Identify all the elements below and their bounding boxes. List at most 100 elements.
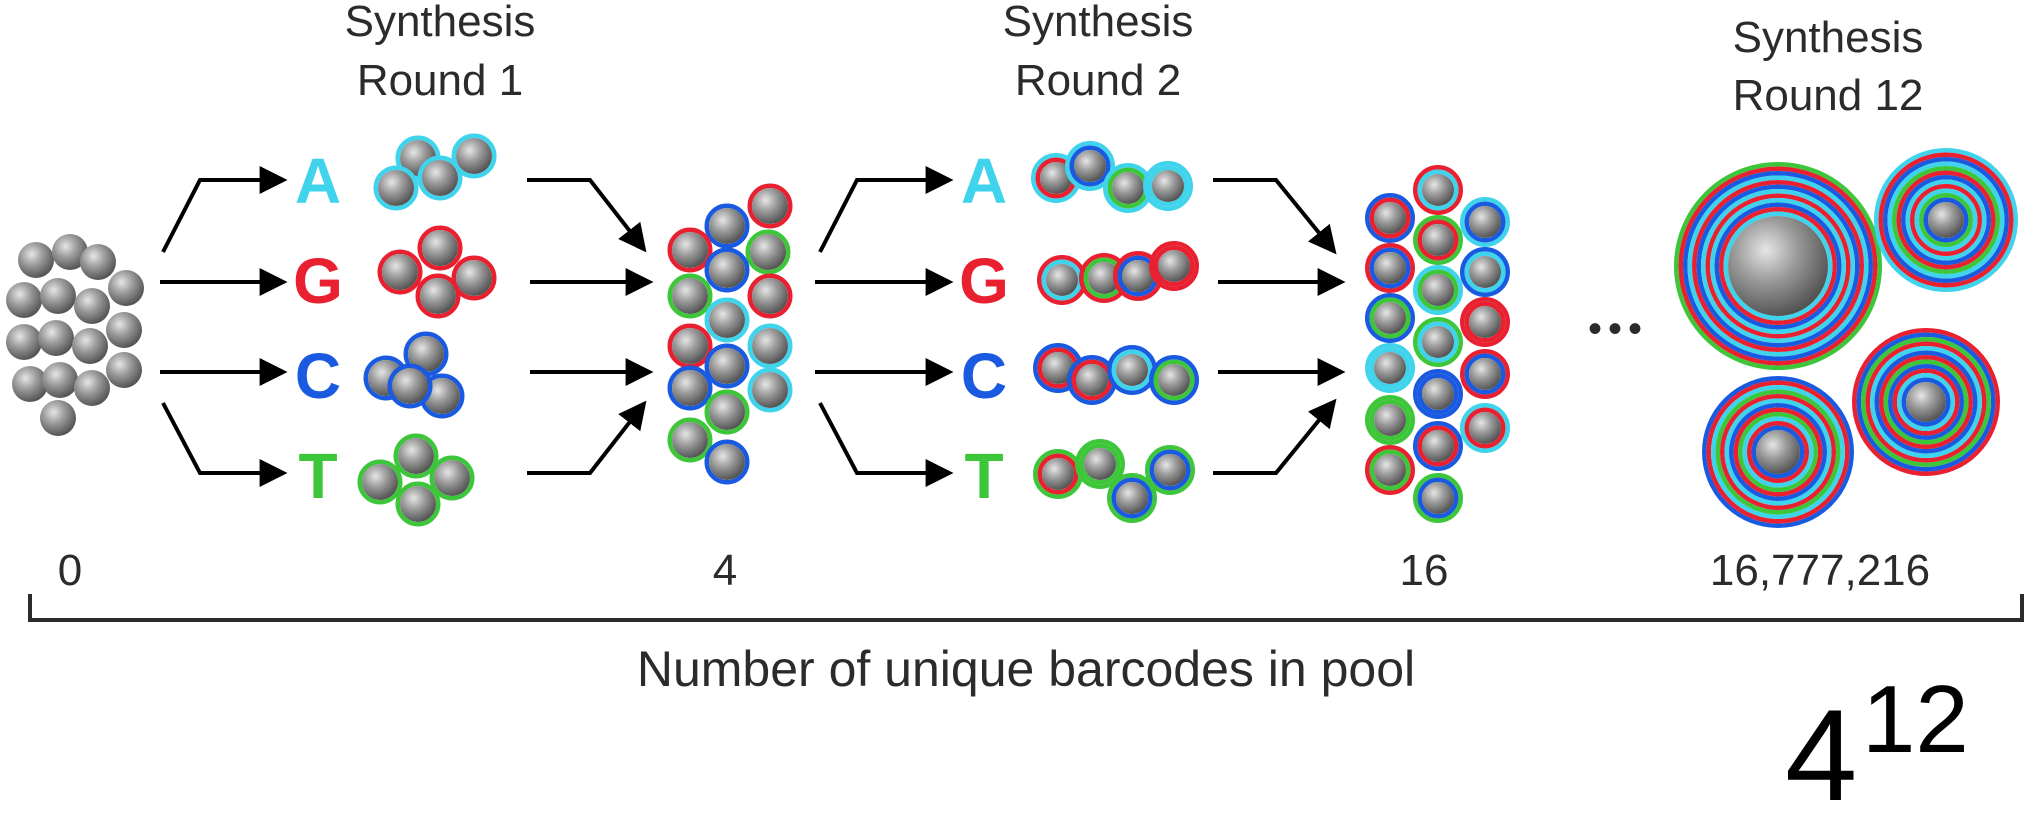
bead [1149, 241, 1199, 291]
starting-bead-pool [6, 234, 144, 436]
plain-bead [18, 242, 54, 278]
count-0: 0 [58, 546, 82, 595]
plain-bead [38, 320, 74, 356]
bead [1365, 395, 1415, 445]
count-4: 4 [713, 546, 737, 595]
bead [747, 323, 793, 369]
round-2-group-t [1033, 439, 1195, 523]
bead [1460, 297, 1510, 347]
bead [417, 155, 463, 201]
round-1-base-c: C [295, 340, 341, 412]
bead [747, 273, 793, 319]
round-12-beads [1674, 148, 2018, 528]
pool-arrows-round-2 [1213, 178, 1346, 475]
formula-base: 4 [1785, 682, 1857, 815]
bead [387, 363, 433, 409]
bead [1460, 197, 1510, 247]
round-2-base-g: G [959, 245, 1009, 317]
round-1-title-line1: Synthesis [345, 0, 536, 46]
bead [393, 433, 439, 479]
split-arrows-round-2 [815, 166, 954, 487]
count-16777216: 16,777,216 [1710, 546, 1930, 595]
plain-bead [74, 288, 110, 324]
bead [1413, 317, 1463, 367]
bead [667, 323, 713, 369]
count-16: 16 [1400, 546, 1449, 595]
round-1-title-line2: Round 1 [357, 56, 523, 105]
plain-bead [6, 324, 42, 360]
round-2-group-c [1033, 343, 1199, 405]
plain-bead [40, 400, 76, 436]
plain-bead [52, 234, 88, 270]
bead [377, 249, 423, 295]
bead [1145, 445, 1195, 495]
bead [1413, 421, 1463, 471]
bead [395, 481, 441, 527]
bead [704, 343, 750, 389]
bead [1365, 445, 1415, 495]
round-2-group-a [1031, 141, 1193, 213]
plain-bead [80, 244, 116, 280]
bead [415, 273, 461, 319]
round-1-group-g [377, 225, 497, 319]
bead [1065, 141, 1115, 191]
plain-bead [12, 366, 48, 402]
pool-round-1 [667, 183, 793, 485]
bead [1460, 403, 1510, 453]
bead [1365, 243, 1415, 293]
bead [1852, 328, 2000, 476]
bead [1365, 193, 1415, 243]
bead [1033, 343, 1083, 393]
plain-bead [74, 370, 110, 406]
bead [1143, 161, 1193, 211]
bead [745, 229, 791, 275]
round-12-title-line1: Synthesis [1733, 13, 1924, 62]
round-1-group-a [373, 133, 497, 211]
pool-arrows-round-1 [527, 178, 654, 475]
bead [747, 367, 793, 413]
round-1-base-g: G [293, 245, 343, 317]
round-2-title-line2: Round 2 [1015, 56, 1181, 105]
bead [1413, 215, 1463, 265]
bead [1107, 473, 1157, 523]
bead [1413, 265, 1463, 315]
formula-exponent: 12 [1862, 666, 1969, 773]
round-1-group-t [357, 433, 475, 527]
bead [1702, 376, 1854, 528]
round-1-base-a: A [295, 145, 341, 217]
bead [747, 183, 793, 229]
plain-bead [72, 328, 108, 364]
round-2-title-line1: Synthesis [1003, 0, 1194, 46]
plain-bead [42, 362, 78, 398]
bead [429, 455, 475, 501]
bead [1149, 355, 1199, 405]
bead [451, 133, 497, 179]
axis-label: Number of unique barcodes in pool [637, 641, 1415, 697]
large-bead [1674, 162, 1882, 370]
ellipsis: ••• [1588, 307, 1648, 351]
plain-bead [106, 352, 142, 388]
bead [1037, 255, 1087, 305]
bead [667, 365, 713, 411]
pool-bracket [28, 594, 2024, 622]
bead [667, 227, 713, 273]
pool-round-2 [1365, 165, 1510, 523]
round-1-group-c [363, 331, 465, 419]
bead [1365, 343, 1415, 393]
bead [357, 459, 403, 505]
bead [451, 255, 497, 301]
plain-bead [40, 278, 76, 314]
bead [1365, 293, 1415, 343]
bead [667, 417, 713, 463]
bead [1107, 345, 1157, 395]
bead [704, 247, 750, 293]
bead [1874, 148, 2018, 292]
plain-bead [108, 270, 144, 306]
plain-bead [6, 282, 42, 318]
bead [667, 273, 713, 319]
round-2-base-t: T [964, 440, 1003, 512]
bead [417, 225, 463, 271]
round-2-base-a: A [961, 145, 1007, 217]
bead [1413, 165, 1463, 215]
bead [1075, 439, 1125, 489]
